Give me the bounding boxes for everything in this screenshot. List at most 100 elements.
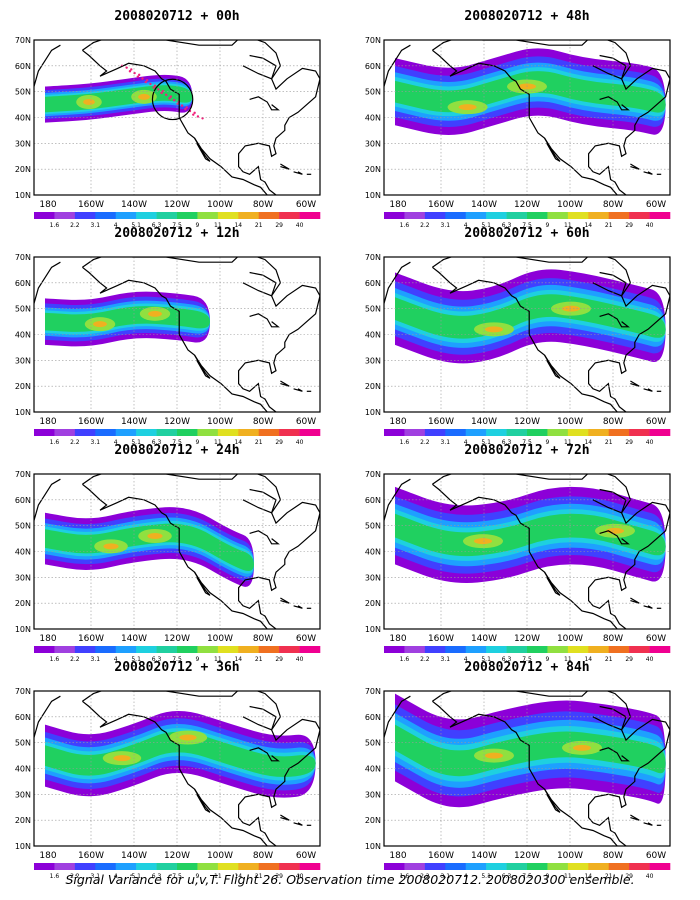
panel-title: 2008020712 + 12h	[114, 226, 240, 241]
colorbar-swatch	[527, 212, 548, 219]
coastline	[280, 163, 290, 170]
coastline	[82, 474, 320, 629]
colorbar-label: 2.2	[420, 873, 430, 880]
lon-tick-label: 80W	[253, 417, 273, 427]
map-frame	[33, 39, 321, 196]
coastlines	[384, 257, 670, 412]
lon-tick-label: 60W	[646, 200, 666, 210]
lon-tick-label: 100W	[557, 634, 583, 644]
colorbar-label: 11	[214, 656, 222, 663]
variance-core-peak	[138, 93, 150, 100]
lon-tick-label: 160W	[428, 200, 454, 210]
colorbar-swatch	[238, 429, 260, 436]
lat-tick-label: 40N	[15, 765, 31, 774]
coastline	[280, 597, 290, 604]
lat-tick-label: 10N	[365, 191, 381, 200]
lat-tick-label: 60N	[365, 62, 381, 71]
coastline	[384, 261, 411, 304]
lat-tick-label: 60N	[15, 279, 31, 288]
lat-tick-label: 30N	[365, 790, 381, 799]
target-region-circle	[151, 78, 194, 121]
lon-tick-label: 60W	[296, 200, 316, 210]
colorbar-swatch	[445, 429, 467, 436]
colorbar-label: 11	[564, 439, 572, 446]
coastline	[34, 478, 61, 521]
colorbar-label: 1.6	[50, 873, 60, 880]
colorbar-label: 1.6	[400, 439, 410, 446]
coastline	[249, 747, 280, 762]
colorbar-swatch	[279, 429, 300, 436]
flight-track-point	[141, 77, 144, 80]
variance-core-peak	[573, 744, 591, 751]
colorbar-swatch	[547, 429, 569, 436]
lon-tick-label: 80W	[603, 200, 623, 210]
flight-track-point	[192, 113, 195, 116]
colorbar-swatch	[156, 212, 178, 219]
lat-tick-label: 40N	[365, 114, 381, 123]
coastline	[544, 788, 561, 813]
contour-band	[395, 724, 666, 777]
colorbar-swatch	[567, 646, 589, 653]
colorbar-swatch	[54, 429, 76, 436]
lon-tick-label: 160W	[428, 634, 454, 644]
flight-track-point	[185, 106, 188, 109]
coastline	[432, 483, 618, 629]
colorbar-label: 21	[255, 439, 263, 446]
coastlines	[384, 474, 670, 629]
colorbar-label: 11	[564, 656, 572, 663]
colorbar-swatch	[445, 212, 467, 219]
coastline	[630, 597, 640, 604]
lat-tick-label: 40N	[15, 548, 31, 557]
coastline	[82, 49, 268, 195]
colorbar-label: 14	[234, 873, 242, 880]
lat-tick-label: 30N	[365, 573, 381, 582]
variance-core-peak	[485, 752, 503, 759]
colorbar-label: 4	[114, 222, 118, 229]
coastline	[194, 354, 211, 379]
variance-map: 70N 60N 50N 40N 30N 20N 10N 180 160W 140W 120W 100W…	[15, 687, 321, 880]
coastlines	[34, 40, 320, 195]
lat-tick-label: 10N	[365, 408, 381, 417]
colorbar-swatch	[217, 429, 239, 436]
colorbar-label: 29	[625, 656, 633, 663]
variance-field	[395, 48, 666, 135]
colorbar-swatch	[465, 212, 487, 219]
colorbar-label: 4	[114, 439, 118, 446]
variance-field	[45, 64, 204, 123]
lat-tick-label: 30N	[15, 356, 31, 365]
lon-tick-label: 100W	[207, 200, 233, 210]
colorbar-swatch	[588, 429, 610, 436]
lat-tick-label: 40N	[15, 114, 31, 123]
coastline	[643, 605, 653, 609]
colorbar-label: 29	[625, 222, 633, 229]
lon-tick-label: 100W	[207, 851, 233, 861]
colorbar-swatch	[34, 429, 55, 436]
lat-tick-label: 30N	[365, 139, 381, 148]
lon-tick-label: 80W	[603, 851, 623, 861]
lon-tick-label: 180	[389, 634, 406, 644]
coastline	[432, 49, 618, 195]
map-panel: 2008020712 + 84h 70N 60N 50N 40N 30N 20N 10N 180…	[362, 659, 692, 880]
variance-core-peak	[113, 755, 131, 762]
colorbar-label: 3.1	[441, 439, 451, 446]
colorbar-swatch	[506, 212, 528, 219]
lat-tick-label: 60N	[15, 496, 31, 505]
coastline	[630, 163, 640, 170]
coastline	[34, 44, 61, 87]
lat-tick-label: 70N	[365, 470, 381, 479]
colorbar-swatch	[299, 646, 321, 653]
colorbar-label: 9	[546, 439, 550, 446]
lat-tick-label: 60N	[15, 62, 31, 71]
map-panel: 2008020712 + 00h 70N 60N 50N 40N 30N 20N 10N 180…	[12, 8, 342, 229]
colorbar-swatch	[177, 212, 198, 219]
colorbar-swatch	[404, 863, 426, 870]
colorbar-label: 14	[584, 873, 592, 880]
colorbar-swatch	[404, 646, 426, 653]
colorbar-label: 3.1	[441, 222, 451, 229]
coastline	[384, 44, 411, 87]
lat-tick-label: 10N	[15, 191, 31, 200]
colorbar-swatch	[34, 646, 55, 653]
graticule	[34, 257, 320, 412]
variance-map: 70N 60N 50N 40N 30N 20N 10N 180 160W 140W 120W 100W…	[365, 36, 671, 229]
coastline	[293, 388, 303, 392]
